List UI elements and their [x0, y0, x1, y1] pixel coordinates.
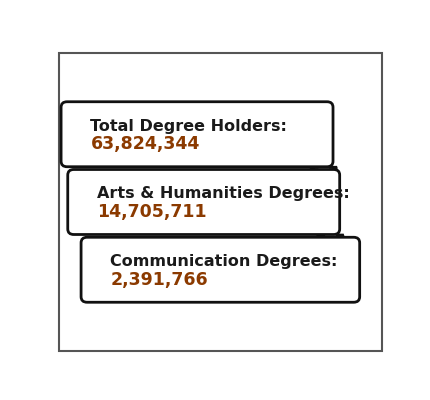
Text: 63,824,344: 63,824,344 [90, 135, 200, 153]
FancyBboxPatch shape [61, 102, 333, 167]
Polygon shape [310, 160, 337, 176]
FancyBboxPatch shape [68, 170, 340, 234]
Polygon shape [317, 228, 344, 244]
Text: 14,705,711: 14,705,711 [97, 203, 207, 221]
Text: Total Degree Holders:: Total Degree Holders: [90, 119, 287, 134]
Text: Arts & Humanities Degrees:: Arts & Humanities Degrees: [97, 186, 350, 202]
Text: 2,391,766: 2,391,766 [111, 271, 208, 289]
Text: Communication Degrees:: Communication Degrees: [111, 254, 338, 269]
FancyBboxPatch shape [81, 237, 359, 302]
